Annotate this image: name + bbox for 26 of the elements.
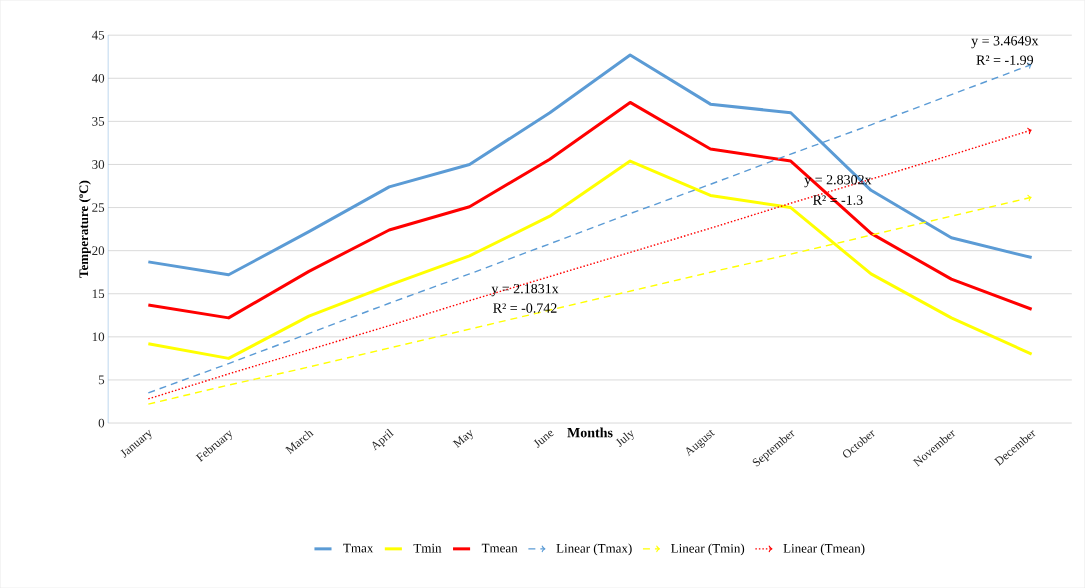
x-tick-label: July <box>615 430 634 447</box>
legend-label: Linear (Tmin) <box>671 543 745 556</box>
y-tick-label: 45 <box>91 30 105 40</box>
annotation: R² = -0.742 <box>493 303 557 313</box>
x-tick-label: June <box>533 430 554 448</box>
y-tick-label: 10 <box>92 332 105 342</box>
x-tick-label: May <box>452 429 473 448</box>
y-tick-label: 5 <box>98 375 105 385</box>
y-tick-label: 35 <box>92 116 105 126</box>
legend-label: Tmin <box>413 543 442 553</box>
x-axis-title: Months <box>567 427 613 438</box>
y-tick-label: 40 <box>91 73 105 83</box>
legend-label: Tmean <box>481 543 518 553</box>
y-tick-label: 15 <box>92 289 105 299</box>
y-tick-label: 0 <box>98 418 105 428</box>
annotation: y = 3.4649x <box>971 35 1039 49</box>
annotation: y = 2.1831x <box>491 283 559 297</box>
y-tick-label: 25 <box>92 203 105 212</box>
annotation: R² = -1.99 <box>976 55 1034 65</box>
y-tick-label: 30 <box>92 160 105 169</box>
legend-label: Linear (Tmean) <box>783 543 865 556</box>
annotation: R² = -1.3 <box>813 195 863 205</box>
y-axis-title: Temperature (ºC) <box>79 180 91 278</box>
y-tick-label: 20 <box>92 246 105 255</box>
legend-label: Tmax <box>343 543 374 553</box>
legend-label: Linear (Tmax) <box>556 543 632 556</box>
